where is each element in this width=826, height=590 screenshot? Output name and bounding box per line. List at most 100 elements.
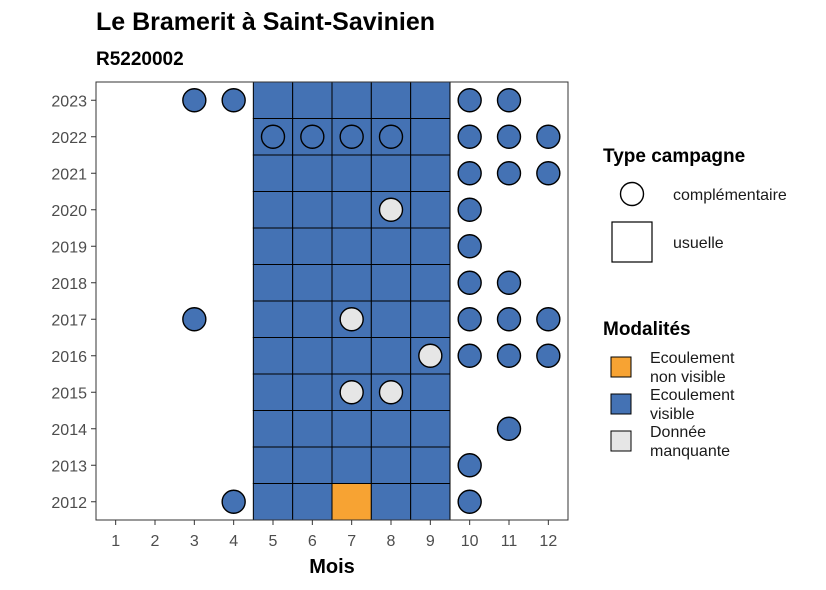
y-tick-label-2021: 2021 [51, 166, 87, 183]
usuelle-cells [252, 81, 451, 521]
point-2014-11 [496, 416, 522, 441]
legend-key-usuelle [611, 221, 653, 263]
legend-label-complementaire: complémentaire [673, 187, 787, 204]
point-2021-10 [457, 161, 482, 186]
plot-area [95, 81, 569, 521]
point-2015-7 [339, 380, 364, 405]
cell-2013-5 [252, 446, 294, 484]
cell-2018-7 [331, 264, 372, 302]
cell-2020-7 [331, 191, 372, 229]
y-tick-label-2014: 2014 [51, 422, 87, 439]
x-tick-label-8: 8 [387, 533, 396, 550]
legend-shape-entries: complémentaire usuelle [611, 181, 787, 263]
y-tick-label-2015: 2015 [51, 385, 87, 402]
point-2018-11 [496, 270, 522, 295]
point-2021-12 [536, 161, 561, 186]
point-2017-12 [536, 307, 561, 332]
legend-swatch-ecoulement_visible [610, 393, 632, 415]
legend-swatch-donnee_manquante [610, 430, 632, 452]
point-2017-10 [457, 307, 482, 332]
cell-2017-8 [370, 300, 412, 338]
point-2016-12 [536, 343, 561, 368]
cell-2018-5 [252, 264, 294, 302]
x-tick-label-9: 9 [426, 533, 435, 550]
point-2023-3 [182, 88, 207, 113]
chart-subtitle: R5220002 [96, 49, 184, 70]
legend-shape-title: Type campagne [603, 146, 745, 167]
chart-title: Le Bramerit à Saint-Savinien [96, 8, 435, 36]
point-2022-6 [300, 124, 325, 149]
cell-2021-5 [252, 154, 294, 192]
legend-key-complementaire [619, 181, 645, 207]
cell-2014-7 [331, 410, 372, 448]
legend-label-donnee_manquante: Donnée manquante [650, 424, 730, 460]
cell-2016-5 [252, 337, 294, 375]
cell-2012-7 [331, 483, 372, 521]
cell-2013-8 [370, 446, 412, 484]
cell-2018-6 [292, 264, 333, 302]
y-tick-label-2019: 2019 [51, 239, 87, 256]
cell-2012-8 [370, 483, 412, 521]
y-tick-label-2017: 2017 [51, 312, 87, 329]
point-2015-8 [378, 380, 404, 405]
x-tick-label-5: 5 [269, 533, 278, 550]
cell-2012-6 [292, 483, 333, 521]
point-2022-8 [378, 124, 404, 149]
y-tick-label-2013: 2013 [51, 458, 87, 475]
y-tick-label-2022: 2022 [51, 130, 87, 147]
complementaire-points [182, 88, 561, 514]
cell-2014-6 [292, 410, 333, 448]
x-tick-label-12: 12 [539, 533, 557, 550]
point-2018-10 [457, 270, 482, 295]
plot-border [95, 81, 569, 521]
legend-swatch-ecoulement_non_visible [610, 356, 632, 378]
cell-2015-6 [292, 373, 333, 411]
cell-2017-9 [410, 300, 451, 338]
point-2023-4 [221, 88, 246, 113]
cell-2013-6 [292, 446, 333, 484]
point-2023-10 [457, 88, 482, 113]
cell-2021-9 [410, 154, 451, 192]
y-tick-label-2020: 2020 [51, 203, 87, 220]
y-tick-label-2012: 2012 [51, 495, 87, 512]
cell-2021-6 [292, 154, 333, 192]
cell-2012-9 [410, 483, 451, 521]
cell-2021-7 [331, 154, 372, 192]
point-2016-10 [457, 343, 482, 368]
point-2023-11 [496, 88, 522, 113]
point-2017-3 [182, 307, 207, 332]
point-2017-7 [339, 307, 364, 332]
cell-2019-8 [370, 227, 412, 265]
point-2012-10 [457, 489, 482, 514]
cell-2020-9 [410, 191, 451, 229]
point-2019-10 [457, 234, 482, 259]
point-2017-11 [496, 307, 522, 332]
y-tick-label-2018: 2018 [51, 276, 87, 293]
point-2021-11 [496, 161, 522, 186]
x-tick-label-2: 2 [151, 533, 160, 550]
x-tick-label-6: 6 [308, 533, 317, 550]
cell-2017-5 [252, 300, 294, 338]
cell-2023-6 [292, 81, 333, 119]
cell-2015-9 [410, 373, 451, 411]
cell-2013-9 [410, 446, 451, 484]
point-2022-11 [496, 124, 522, 149]
legend-label-ecoulement_non_visible: Ecoulement non visible [650, 350, 735, 386]
point-2012-4 [221, 489, 246, 514]
cell-2016-7 [331, 337, 372, 375]
cell-2016-8 [370, 337, 412, 375]
point-2022-7 [339, 124, 364, 149]
cell-2015-5 [252, 373, 294, 411]
cell-2019-5 [252, 227, 294, 265]
y-axis: 2012 2013 2014 2015 2016 2017 2018 2019 2020 2021… [51, 93, 96, 512]
point-2020-10 [457, 197, 482, 222]
cell-2016-6 [292, 337, 333, 375]
x-tick-label-3: 3 [190, 533, 199, 550]
y-tick-label-2023: 2023 [51, 93, 87, 110]
cell-2017-6 [292, 300, 333, 338]
legend-fill-title: Modalités [603, 319, 691, 340]
point-2013-10 [457, 453, 482, 478]
point-2022-12 [536, 124, 561, 149]
cell-2023-8 [370, 81, 412, 119]
